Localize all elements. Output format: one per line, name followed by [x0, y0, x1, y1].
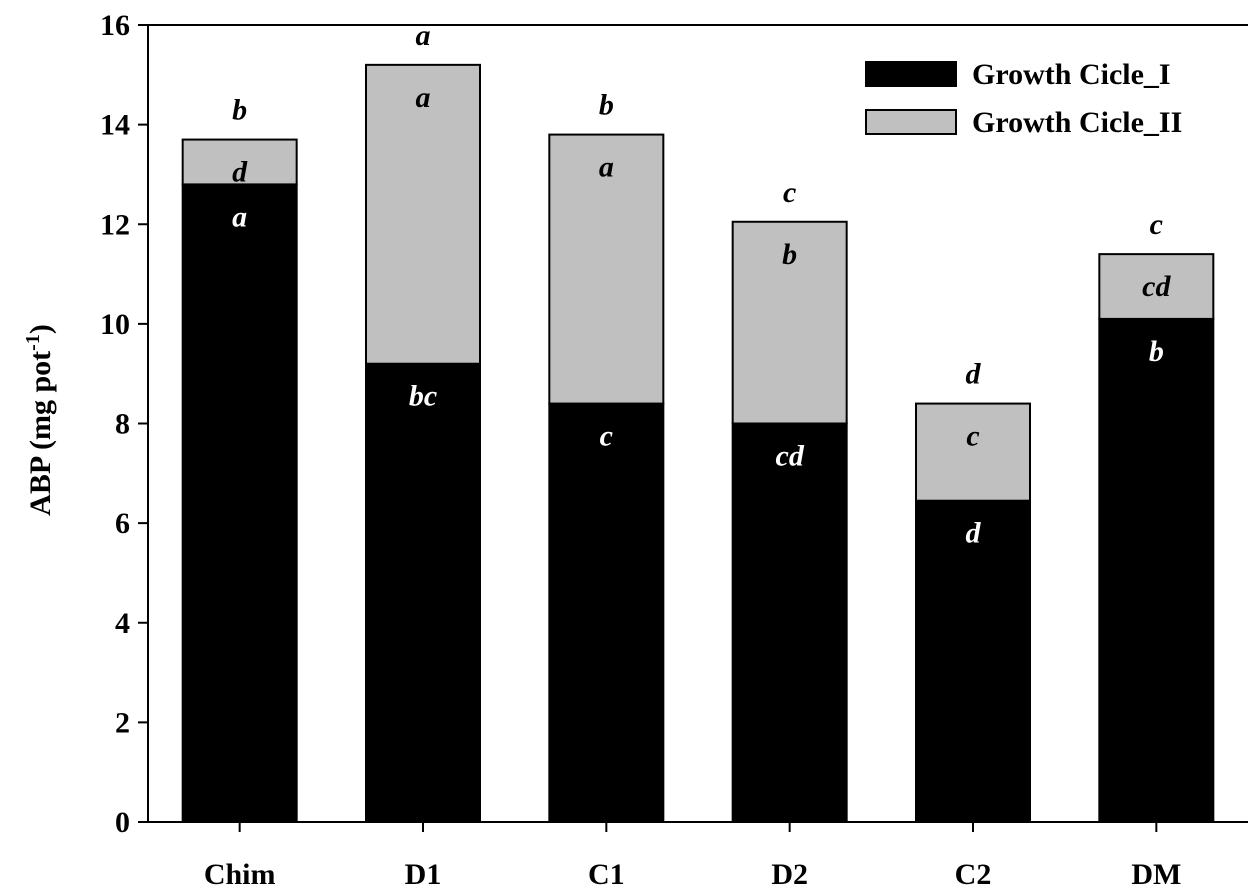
- x-axis: Chim D1 C1 D2 C2 DM: [148, 821, 1248, 891]
- y-tick-label: 8: [115, 408, 130, 441]
- y-tick-label: 4: [115, 607, 130, 640]
- y-tick-label: 16: [100, 9, 130, 42]
- bar-segment: [365, 362, 481, 823]
- significance-letter: bc: [409, 380, 437, 413]
- bar-segment: [731, 220, 848, 425]
- total-significance-letter: b: [232, 94, 247, 127]
- x-tick-label: C1: [588, 858, 625, 891]
- x-tick-label: D1: [405, 858, 442, 891]
- bar-segment: [548, 402, 665, 823]
- legend-swatch: [865, 109, 957, 135]
- significance-letter: d: [232, 156, 248, 189]
- legend-entry: Growth Cicle_I: [972, 58, 1171, 91]
- y-axis: 0 2 4 6 8 10 12 14 16: [100, 9, 1248, 839]
- significance-letter: b: [782, 238, 797, 271]
- significance-letter: a: [232, 200, 247, 233]
- bar-segment: [915, 402, 1031, 502]
- y-tick-label: 2: [115, 706, 130, 739]
- total-significance-letter: b: [599, 89, 614, 122]
- total-significance-letter: c: [1150, 208, 1163, 241]
- bar-segment: [1098, 253, 1215, 320]
- significance-letter: cd: [776, 440, 805, 473]
- y-tick-label: 14: [100, 109, 130, 142]
- x-tick-label: C2: [955, 858, 992, 891]
- x-tick-label: D2: [771, 858, 808, 891]
- y-tick-label: 6: [115, 507, 130, 540]
- bar-segment: [731, 422, 848, 823]
- total-significance-letter: a: [416, 19, 431, 52]
- bar-segment: [915, 499, 1031, 823]
- bar-segment: [365, 63, 481, 365]
- significance-letter: a: [599, 151, 614, 184]
- legend: Growth Cicle_I Growth Cicle_II: [865, 58, 1182, 139]
- bar-segment: [548, 133, 665, 405]
- y-tick-label: 0: [115, 806, 130, 839]
- significance-letter: cd: [1142, 270, 1171, 303]
- significance-letter: d: [966, 517, 982, 550]
- significance-letter: b: [1149, 335, 1164, 368]
- y-tick-label: 12: [100, 208, 130, 241]
- bar-segment: [181, 138, 298, 186]
- total-significance-letter: c: [783, 176, 796, 209]
- significance-letter: a: [416, 81, 431, 114]
- bar-segment: [1098, 317, 1215, 823]
- legend-entry: Growth Cicle_II: [972, 106, 1182, 139]
- significance-letter: c: [600, 420, 613, 453]
- bar-segment: [181, 183, 298, 823]
- y-tick-label: 10: [100, 308, 130, 341]
- y-axis-label: ABP (mg pot-1): [22, 324, 57, 516]
- x-tick-label: DM: [1131, 858, 1181, 891]
- legend-swatch: [865, 61, 957, 87]
- total-significance-letter: d: [966, 358, 982, 391]
- significance-letter: c: [966, 420, 979, 453]
- x-tick-label: Chim: [204, 858, 276, 891]
